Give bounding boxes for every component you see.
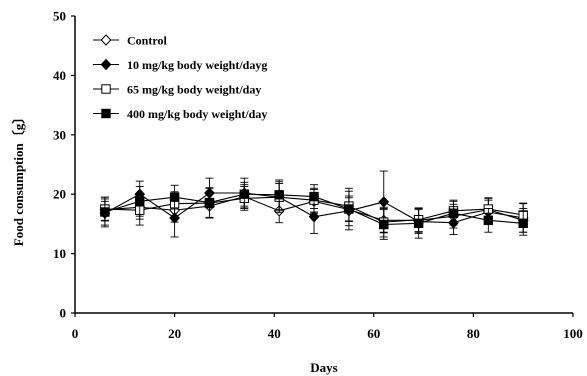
y-tick-label: 50 — [53, 9, 66, 24]
x-axis-title: Days — [310, 360, 337, 375]
legend-item: 10 mg/kg body weight/dayg — [93, 58, 267, 72]
legend-marker — [101, 84, 111, 94]
y-tick-label: 20 — [53, 187, 66, 202]
data-point — [309, 191, 319, 202]
data-point — [379, 219, 389, 230]
legend-marker — [101, 108, 111, 119]
y-tick-label: 0 — [60, 306, 67, 321]
data-point — [483, 215, 494, 226]
legend: Control 10 mg/kg body weight/dayg 65 mg/kg… — [93, 34, 267, 121]
data-point — [448, 208, 459, 218]
legend-marker — [100, 58, 112, 71]
y-tick-label: 10 — [53, 246, 66, 261]
series-4 — [100, 179, 528, 240]
data-point — [135, 196, 145, 207]
x-axis-ticks: 0 20 40 60 80 100 — [72, 313, 583, 341]
y-axis-title: Food consumption〔g〕 — [11, 111, 26, 246]
x-tick-label: 100 — [563, 326, 583, 341]
x-tick-label: 60 — [367, 326, 380, 341]
x-tick-label: 40 — [268, 326, 281, 341]
legend-label: 65 mg/kg body weight/day — [127, 83, 261, 97]
y-tick-label: 30 — [53, 127, 66, 142]
legend-label: 400 mg/kg body weight/day — [127, 107, 267, 121]
data-point — [274, 190, 284, 200]
legend-label: 10 mg/kg body weight/dayg — [127, 58, 267, 72]
data-point — [100, 207, 110, 217]
legend-marker — [100, 34, 112, 46]
legend-item: 400 mg/kg body weight/day — [93, 107, 267, 121]
x-tick-label: 80 — [467, 326, 480, 341]
data-point — [344, 204, 354, 214]
legend-label: Control — [127, 34, 167, 48]
data-point — [308, 211, 320, 223]
data-point — [239, 189, 250, 199]
data-point — [413, 218, 424, 229]
plot-area — [99, 170, 529, 240]
x-tick-label: 0 — [72, 326, 79, 341]
x-tick-label: 20 — [168, 326, 181, 341]
y-axis-ticks: 0 10 20 30 40 50 — [53, 9, 75, 321]
y-tick-label: 40 — [53, 68, 66, 83]
data-point — [204, 197, 215, 208]
data-point — [518, 218, 528, 229]
data-point — [169, 192, 180, 202]
data-point — [378, 196, 390, 208]
legend-item: Control — [93, 34, 167, 48]
legend-item: 65 mg/kg body weight/day — [93, 83, 261, 97]
